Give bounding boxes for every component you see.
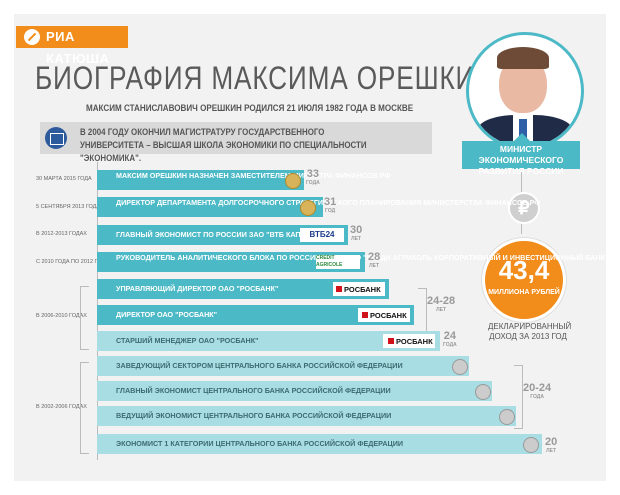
brand-ribbon: РИА КАТЮША xyxy=(16,26,128,66)
age-label: 31 ГОД xyxy=(324,196,337,214)
rosbank-logo: РОСБАНК xyxy=(388,337,433,346)
period-bracket xyxy=(80,286,89,350)
education-text: В 2004 ГОДУ ОКОНЧИЛ МАГИСТРАТУРУ ГОСУДАР… xyxy=(80,127,367,163)
income-caption: ДЕКЛАРИРОВАННЫЙ ДОХОД ЗА 2013 ГОД xyxy=(488,322,572,341)
central-bank-emblem-icon xyxy=(499,409,515,425)
central-bank-emblem-icon xyxy=(475,384,491,400)
income-unit: МИЛЛИОНА РУБЛЕЙ xyxy=(488,289,560,296)
entry-text: УПРАВЛЯЮЩИЙ ДИРЕКТОР ОАО "РОСБАНК" xyxy=(116,284,279,293)
position-caption: МИНИСТР ЭКОНОМИЧЕСКОГО РАЗВИТИЯ РОССИИ xyxy=(462,133,580,176)
age-label: 28 ЛЕТ xyxy=(368,251,381,269)
timeline-bar xyxy=(97,434,542,454)
timeline-bar xyxy=(97,356,469,376)
entry-text: ВЕДУЩИЙ ЭКОНОМИСТ ЦЕНТРАЛЬНОГО БАНКА РОС… xyxy=(116,411,392,420)
age-bracket xyxy=(514,365,523,429)
portrait-photo xyxy=(466,32,584,150)
minfin-emblem-icon xyxy=(300,200,316,216)
period-bracket xyxy=(80,362,89,454)
timeline-bar xyxy=(97,381,492,401)
entry-text: ГЛАВНЫЙ ЭКОНОМИСТ ПО РОССИИ ЗАО "ВТБ КАП… xyxy=(116,230,324,239)
age-bracket xyxy=(418,288,427,334)
brand-name: РИА КАТЮША xyxy=(46,29,110,66)
income-badge: 43,4 МИЛЛИОНА РУБЛЕЙ xyxy=(482,238,566,322)
entry-text: ДИРЕКТОР ДЕПАРТАМЕНТА ДОЛГОСРОЧНОГО СТРА… xyxy=(116,198,541,207)
group-age-label: 20-24 ГОДА xyxy=(523,382,552,400)
timeline-bar xyxy=(97,331,440,351)
brand-logo-icon xyxy=(24,29,40,45)
central-bank-emblem-icon xyxy=(452,359,468,375)
entry-text: МАКСИМ ОРЕШКИН НАЗНАЧЕН ЗАМЕСТИТЕЛЕМ МИН… xyxy=(116,171,391,180)
entry-text: СТАРШИЙ МЕНЕДЖЕР ОАО "РОСБАНК" xyxy=(116,336,259,345)
entry-text: ЭКОНОМИСТ 1 КАТЕГОРИИ ЦЕНТРАЛЬНОГО БАНКА… xyxy=(116,439,404,448)
birth-info: МАКСИМ СТАНИСЛАВОВИЧ ОРЕШКИН РОДИЛСЯ 21 … xyxy=(86,103,414,114)
entry-text: ДИРЕКТОР ОАО "РОСБАНК" xyxy=(116,310,218,319)
age-label: 20 ЛЕТ xyxy=(545,436,558,454)
timeline-bar xyxy=(97,170,304,190)
income-value: 43,4 xyxy=(498,255,550,285)
entry-text: ЗАВЕДУЮЩИЙ СЕКТОРОМ ЦЕНТРАЛЬНОГО БАНКА Р… xyxy=(116,361,403,370)
date-label: С 2010 ГОДА ПО 2012 ГОД xyxy=(36,259,106,265)
rosbank-logo: РОСБАНК xyxy=(362,311,407,320)
vtb24-logo: ВТБ24 xyxy=(300,228,344,242)
credit-agricole-logo: CREDIT AGRICOLE xyxy=(316,255,360,269)
timeline-bar xyxy=(97,305,414,325)
central-bank-emblem-icon xyxy=(523,437,539,453)
timeline-bar xyxy=(97,406,516,426)
timeline-bar xyxy=(97,279,389,299)
entry-text: РУКОВОДИТЕЛЬ АНАЛИТИЧЕСКОГО БЛОКА ПО РОС… xyxy=(116,253,609,262)
age-label: 33 ГОДА xyxy=(306,168,320,186)
university-logo-icon xyxy=(45,127,67,149)
date-label: В 2006-2010 ГОДАХ xyxy=(36,313,87,319)
age-label: 30 ЛЕТ xyxy=(350,224,363,242)
entry-text: ГЛАВНЫЙ ЭКОНОМИСТ ЦЕНТРАЛЬНОГО БАНКА РОС… xyxy=(116,386,391,395)
date-label: В 2012-2013 ГОДАХ xyxy=(36,231,87,237)
ruble-icon: ₽ xyxy=(508,192,540,224)
timeline-bar xyxy=(97,252,365,272)
education-box xyxy=(40,122,432,154)
age-label: 24 ГОДА xyxy=(443,330,457,348)
group-age-label: 24-28 ЛЕТ xyxy=(427,295,456,313)
timeline-bar xyxy=(97,225,348,245)
timeline-bar xyxy=(97,197,323,217)
minfin-emblem-icon xyxy=(285,173,301,189)
date-label: 5 СЕНТЯБРЯ 2013 ГОДА xyxy=(36,204,101,210)
date-label: В 2002-2006 ГОДАХ xyxy=(36,404,87,410)
date-label: 30 МАРТА 2015 ГОДА xyxy=(36,176,92,182)
page-title: БИОГРАФИЯ МАКСИМА ОРЕШКИНА xyxy=(35,60,514,96)
rosbank-logo: РОСБАНК xyxy=(336,285,381,294)
